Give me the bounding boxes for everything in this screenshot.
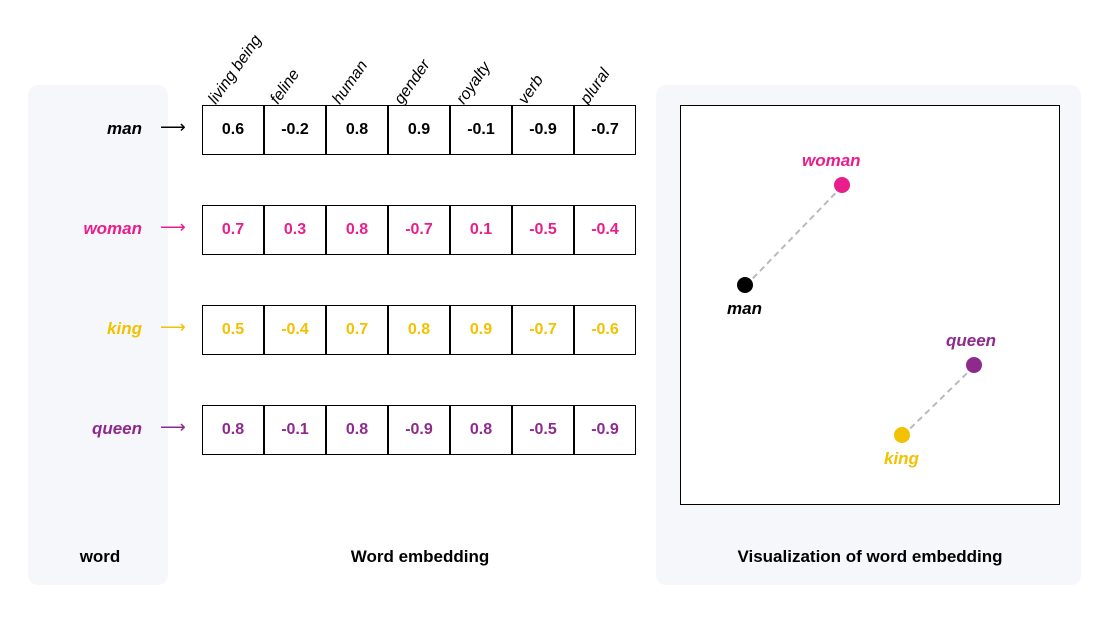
dot-king	[894, 427, 910, 443]
caption-viz: Visualization of word embedding	[700, 547, 1040, 567]
dim-label-2: human	[329, 58, 372, 108]
cell-woman-3: -0.7	[388, 205, 450, 255]
dim-label-5: verb	[515, 72, 548, 108]
cell-queen-3: -0.9	[388, 405, 450, 455]
viz-label-king: king	[884, 449, 919, 469]
dot-queen	[966, 357, 982, 373]
cell-man-3: 0.9	[388, 105, 450, 155]
cell-woman-0: 0.7	[202, 205, 264, 255]
dim-label-4: royalty	[453, 59, 495, 108]
cell-king-5: -0.7	[512, 305, 574, 355]
dim-label-1: feline	[267, 66, 304, 108]
cell-woman-5: -0.5	[512, 205, 574, 255]
caption-word: word	[60, 547, 140, 567]
cell-man-1: -0.2	[264, 105, 326, 155]
cell-woman-1: 0.3	[264, 205, 326, 255]
viz-label-woman: woman	[802, 151, 861, 171]
cell-queen-1: -0.1	[264, 405, 326, 455]
cell-woman-2: 0.8	[326, 205, 388, 255]
cell-man-0: 0.6	[202, 105, 264, 155]
cell-queen-6: -0.9	[574, 405, 636, 455]
word-label-queen: queen	[42, 419, 142, 439]
arrow-man: ⟶	[160, 117, 186, 138]
cell-king-3: 0.8	[388, 305, 450, 355]
caption-embedding: Word embedding	[300, 547, 540, 567]
dim-label-6: plural	[577, 66, 614, 108]
cell-king-6: -0.6	[574, 305, 636, 355]
arrow-woman: ⟶	[160, 217, 186, 238]
dot-woman	[834, 177, 850, 193]
dim-label-3: gender	[391, 57, 434, 108]
word-label-man: man	[42, 119, 142, 139]
cell-king-2: 0.7	[326, 305, 388, 355]
cell-king-0: 0.5	[202, 305, 264, 355]
dot-man	[737, 277, 753, 293]
cell-king-1: -0.4	[264, 305, 326, 355]
cell-woman-4: 0.1	[450, 205, 512, 255]
cell-woman-6: -0.4	[574, 205, 636, 255]
arrow-king: ⟶	[160, 317, 186, 338]
arrow-queen: ⟶	[160, 417, 186, 438]
cell-man-5: -0.9	[512, 105, 574, 155]
cell-man-4: -0.1	[450, 105, 512, 155]
cell-king-4: 0.9	[450, 305, 512, 355]
cell-man-2: 0.8	[326, 105, 388, 155]
viz-label-man: man	[727, 299, 762, 319]
cell-queen-0: 0.8	[202, 405, 264, 455]
word-label-king: king	[42, 319, 142, 339]
cell-queen-4: 0.8	[450, 405, 512, 455]
cell-man-6: -0.7	[574, 105, 636, 155]
cell-queen-2: 0.8	[326, 405, 388, 455]
word-label-woman: woman	[42, 219, 142, 239]
dim-label-0: living being	[205, 32, 266, 108]
viz-label-queen: queen	[946, 331, 996, 351]
cell-queen-5: -0.5	[512, 405, 574, 455]
